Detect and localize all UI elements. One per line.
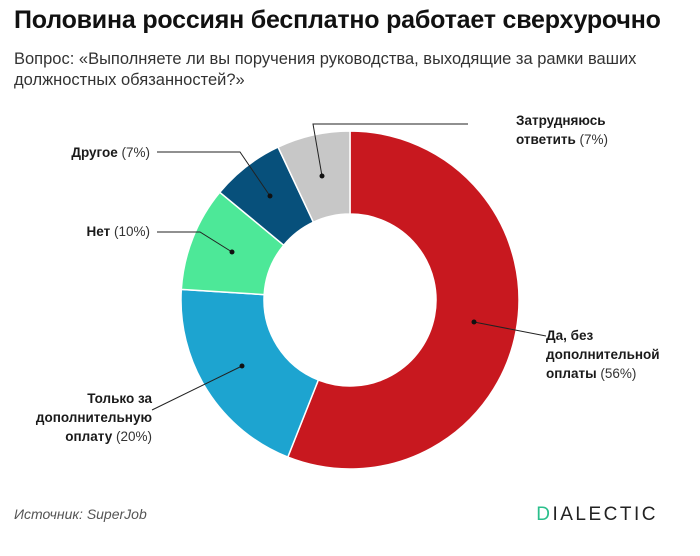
- slice-labels: Да, без дополнительной оплаты (56%) Только …: [36, 113, 660, 444]
- source-note: Источник: SuperJob: [14, 506, 147, 522]
- source-name: SuperJob: [86, 506, 147, 522]
- slice-label-3: Нет (10%): [87, 224, 150, 239]
- leader-line-4: [157, 151, 271, 197]
- chart-subtitle: Вопрос: «Выполняете ли вы поручения руко…: [14, 50, 637, 89]
- slice-1: [286, 130, 520, 470]
- leader-dot-2: [239, 363, 245, 369]
- slice-label-5: Затрудняюсь ответить (7%): [516, 113, 608, 147]
- donut-slices: [180, 130, 520, 470]
- leader-dot-1: [471, 319, 477, 325]
- leader-line-1: [473, 321, 547, 337]
- brand-logo-text: IALECTIC: [552, 504, 658, 525]
- leader-dot-5: [319, 173, 325, 179]
- slice-label-2: Только за дополнительную оплату (20%): [36, 391, 153, 444]
- brand-logo-accent: D: [536, 504, 553, 525]
- slice-label-1: Да, без дополнительной оплаты (56%): [546, 328, 660, 381]
- leader-lines: [151, 123, 547, 411]
- leader-dot-3: [229, 249, 235, 255]
- leader-dot-4: [267, 193, 273, 199]
- leader-line-5: [312, 123, 468, 177]
- slice-2: [180, 288, 320, 459]
- chart-title: Половина россиян бесплатно работает свер…: [14, 6, 661, 34]
- slice-label-4: Другое (7%): [71, 145, 150, 160]
- leader-line-3: [157, 231, 233, 253]
- brand-logo: DIALECTIC: [536, 504, 658, 526]
- slice-5: [277, 130, 351, 224]
- source-label: Источник:: [14, 506, 83, 522]
- leader-line-2: [151, 365, 243, 411]
